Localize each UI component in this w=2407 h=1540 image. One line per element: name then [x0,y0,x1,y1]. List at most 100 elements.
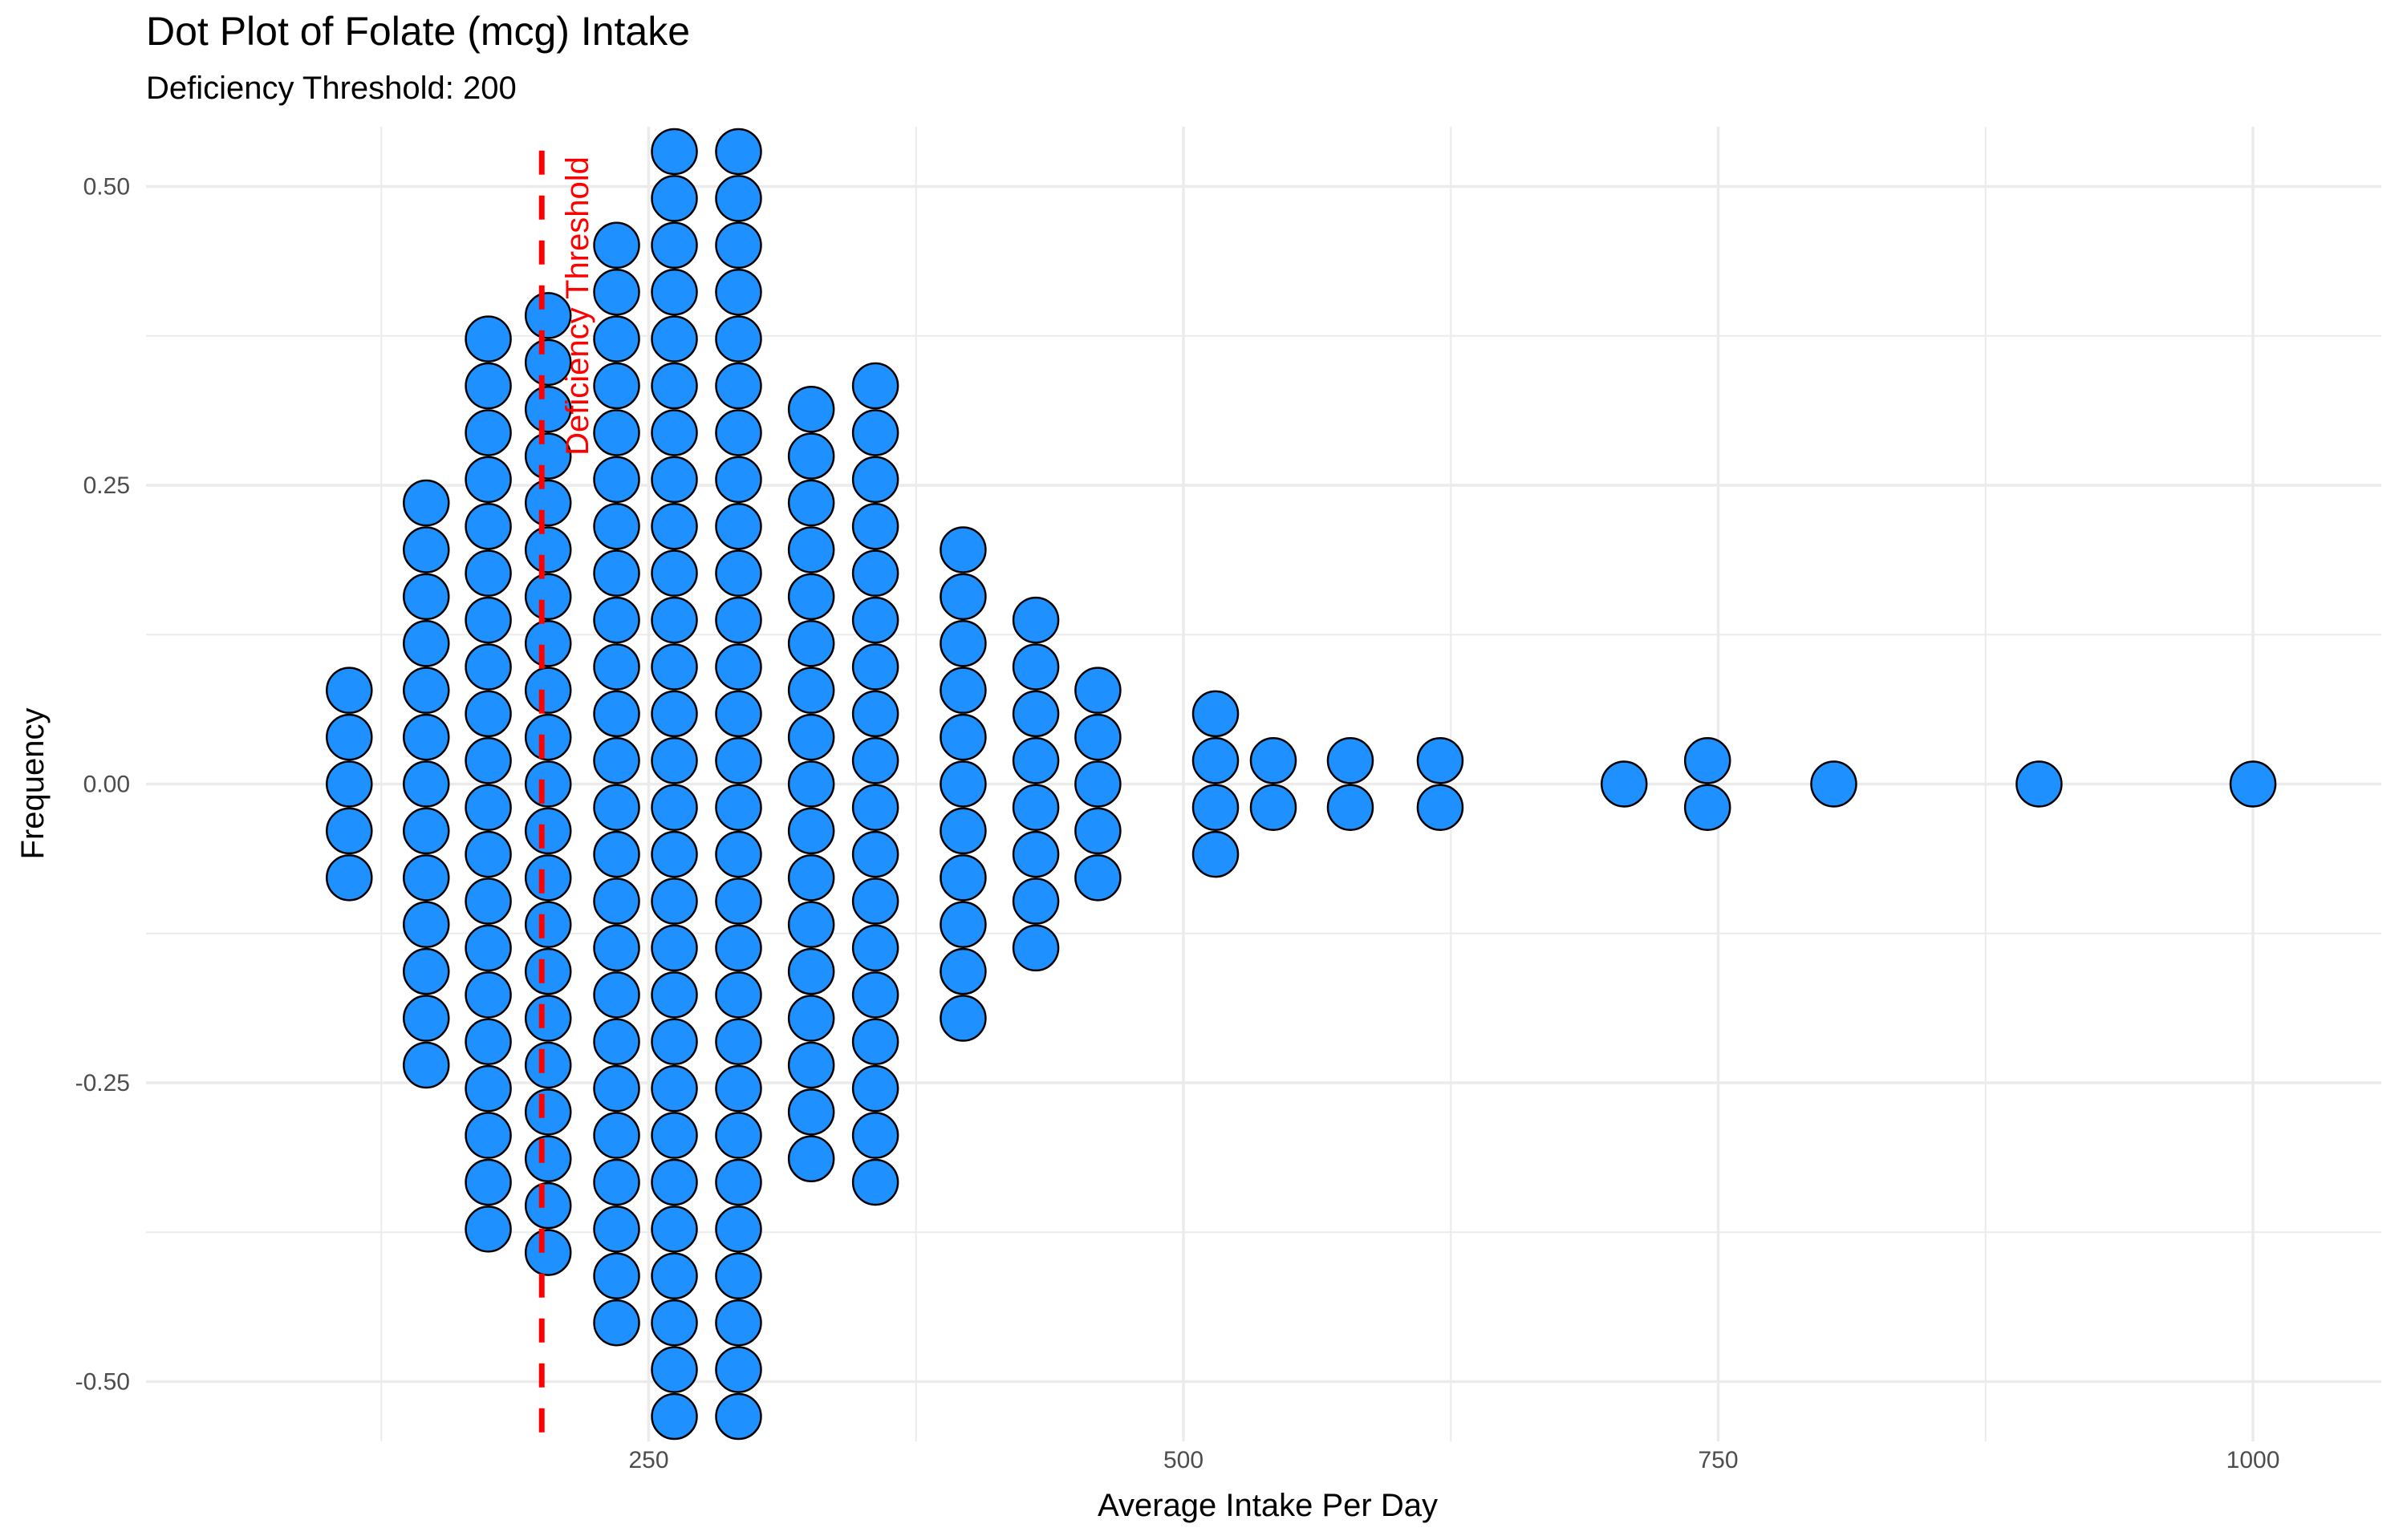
dot [715,128,762,176]
dot [715,877,762,925]
dot [524,292,572,339]
axis-ticks: 250 500 750 1000 -0.50 -0.25 0.00 0.25 0.50 [75,174,2280,1474]
dot [787,1135,835,1183]
dot [402,854,450,902]
dot [465,830,512,878]
y-tick-label: 0.00 [83,772,130,798]
dot [1683,737,1731,784]
dot [402,760,450,808]
dot [593,1064,640,1112]
dot [787,573,835,621]
dot [465,456,512,504]
dot [851,971,899,1019]
dot [715,1158,762,1206]
dot [851,1064,899,1112]
dot [851,549,899,597]
dot [651,175,698,222]
dot [465,1158,512,1206]
dot [524,1181,572,1230]
dot [524,760,572,808]
dot-stacks [326,128,2277,1441]
dot [524,995,572,1042]
dot [1416,784,1464,831]
dot [851,1112,899,1159]
dot [715,1112,762,1159]
dot [851,924,899,972]
dot [1012,830,1060,878]
dot [715,1018,762,1065]
dot [1600,760,1648,808]
dot [465,877,512,925]
dot [787,620,835,667]
dot [715,737,762,784]
dot [651,549,698,597]
dot [1012,877,1060,925]
y-tick-label: 0.50 [83,174,130,201]
dot [524,1041,572,1089]
dot [851,1018,899,1065]
dot [1074,854,1122,902]
dot [465,549,512,597]
dot [1012,596,1060,644]
dot [787,432,835,480]
dot [940,713,987,761]
dot [1012,784,1060,831]
dot [715,924,762,972]
dot [465,409,512,456]
dot [593,456,640,504]
dot [715,549,762,597]
dot [465,1018,512,1065]
dot [402,713,450,761]
dot-stack [1249,737,1297,831]
dot [402,620,450,667]
dot [1326,737,1374,784]
dot [651,1346,698,1393]
dot-stack [715,128,762,1441]
dot [940,526,987,573]
dot [465,1064,512,1112]
dot-stack [1074,667,1122,902]
dot-stack [1683,737,1731,831]
dot [465,784,512,831]
dot [593,1252,640,1300]
dot [2015,760,2063,808]
dot [465,596,512,644]
dot-stack [851,362,899,1206]
dot [465,971,512,1019]
dot [851,1158,899,1206]
dot-stack [2229,760,2277,808]
dot [593,503,640,550]
dot [1249,737,1297,784]
threshold-layer: Deficiency Threshold [538,150,595,1441]
dot [593,221,640,270]
dot [593,877,640,925]
dot [851,737,899,784]
dot [851,830,899,878]
dot [651,1206,698,1253]
dot [593,1206,640,1253]
dot [651,1252,698,1300]
dot-stack [787,385,835,1183]
dot [465,1112,512,1159]
x-axis-title: Average Intake Per Day [1098,1488,1438,1523]
dot [787,807,835,855]
dot [651,409,698,456]
dot [326,667,373,714]
dot [715,1064,762,1112]
dot [1191,830,1240,878]
dot [524,573,572,621]
dot [1191,737,1240,784]
dot [593,830,640,878]
dot [1249,784,1297,831]
dot [715,1346,762,1393]
y-axis-title: Frequency [15,708,51,860]
dot [1012,690,1060,738]
dot [465,643,512,691]
dot [593,596,640,644]
dot [593,315,640,363]
dot [326,854,373,902]
dot [651,128,698,176]
dot [651,1112,698,1159]
dot-stack [651,128,698,1441]
